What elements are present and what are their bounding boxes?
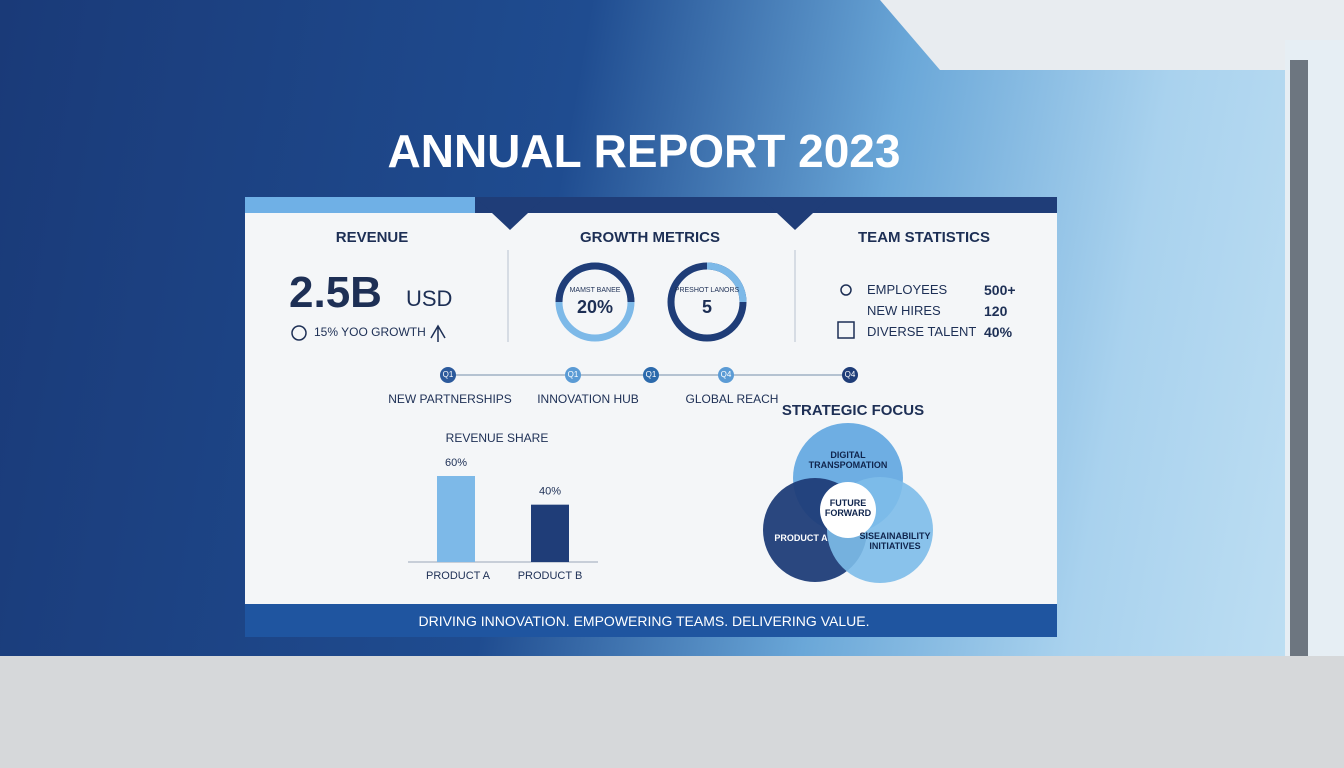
notch <box>760 197 830 230</box>
footer-bar <box>245 604 1057 637</box>
stat-label: DIVERSE TALENT <box>867 324 977 339</box>
timeline-marker: Q1 <box>567 370 579 379</box>
timeline-label: GLOBAL REACH <box>685 392 779 406</box>
bar-category-label: PRODUCT B <box>518 570 583 582</box>
icon <box>837 321 855 339</box>
stat-value: 120 <box>984 303 1008 319</box>
section-heading: STRATEGIC FOCUS <box>781 402 925 419</box>
timeline-dot <box>440 367 456 383</box>
icon <box>291 325 307 341</box>
stat-label: NEW HIRES <box>867 303 941 318</box>
section-heading: TEAM STATISTICS <box>858 229 990 246</box>
bar-value-label: 60% <box>445 457 467 469</box>
window-frame <box>1290 60 1308 670</box>
gauge-label: MAMST BANEE <box>569 287 621 294</box>
section-heading: REVENUE <box>335 229 409 246</box>
timeline-dot <box>565 367 581 383</box>
stat-value: 500+ <box>984 282 1016 298</box>
timeline-marker: Q4 <box>844 370 856 379</box>
timeline-dot <box>842 367 858 383</box>
timeline-marker: Q1 <box>442 370 454 379</box>
chart-title: REVENUE SHARE <box>445 431 549 445</box>
stat-label: EMPLOYEES <box>867 282 948 297</box>
page-title: ANNUAL REPORT 2023 <box>387 125 901 177</box>
timeline-marker: Q1 <box>645 370 657 379</box>
timeline-label: NEW PARTNERSHIPS <box>388 392 512 406</box>
section-heading: GROWTH METRICS <box>580 229 720 246</box>
revenue-unit: USD <box>406 286 453 311</box>
revenue-amount: 2.5B <box>289 268 382 317</box>
stat-value: 40% <box>984 324 1013 340</box>
bar <box>437 476 475 562</box>
gauge-value: 20% <box>576 297 614 317</box>
notch <box>475 197 545 230</box>
timeline-dot <box>718 367 734 383</box>
bar-value-label: 40% <box>539 486 561 498</box>
venn-label: DIGITAL TRANSPOMATION <box>808 450 888 470</box>
gauge-label: PRESHOT LANORS <box>674 287 740 294</box>
board-top-accent <box>245 197 475 213</box>
venn-label: PRODUCT A <box>774 533 828 543</box>
growth-text: 15% YOO GROWTH <box>314 325 426 339</box>
timeline-label: INNOVATION HUB <box>537 392 639 406</box>
timeline-dot <box>643 367 659 383</box>
bar-category-label: PRODUCT A <box>426 570 491 582</box>
timeline-marker: Q4 <box>720 370 732 379</box>
venn-center <box>820 482 876 538</box>
floor <box>0 656 1344 768</box>
gauge-arc <box>706 262 747 303</box>
board <box>245 197 1057 637</box>
bar-chart: 60% PRODUCT A 40% PRODUCT B <box>426 457 582 582</box>
venn-center-label: FUTURE FORWARD <box>824 498 872 518</box>
icon <box>840 284 852 296</box>
ceiling <box>880 0 1344 70</box>
tagline: DRIVING INNOVATION. EMPOWERING TEAMS. DE… <box>418 613 870 629</box>
gauge-arc <box>555 262 635 303</box>
icon <box>430 324 446 342</box>
bar <box>531 504 569 562</box>
venn-label: SISEAINABILITY INITIATIVES <box>859 531 931 551</box>
gauge-value: 5 <box>701 297 713 317</box>
